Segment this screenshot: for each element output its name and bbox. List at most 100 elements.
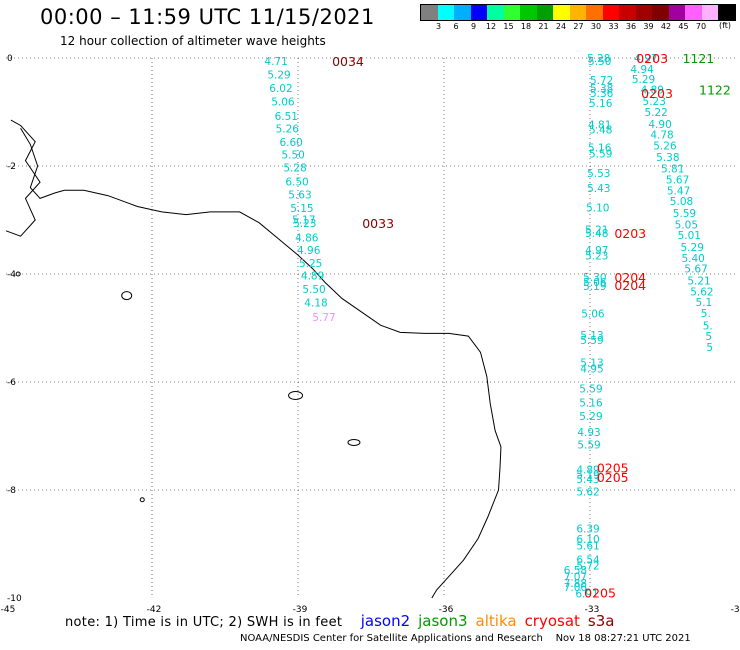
altimeter-tracks: 4.715.296.025.066.515.266.605.505.286.50…	[264, 53, 713, 601]
time-label: 0203	[641, 86, 673, 101]
color-swatch-14	[652, 5, 669, 20]
swh-value: 6.10	[576, 534, 599, 546]
swh-value: 5.72	[590, 75, 613, 87]
color-scale-unit: (ft)	[719, 21, 732, 30]
swh-value: 4.78	[650, 130, 673, 142]
time-label: 0205	[597, 460, 629, 475]
swh-value: 5.05	[675, 219, 698, 231]
swh-value: 4.93	[577, 427, 600, 439]
swh-value: 6.54	[576, 555, 600, 567]
color-scale-label: 9	[470, 22, 477, 31]
swh-value: 5.06	[271, 97, 295, 109]
lon-tick-label: -39	[293, 605, 308, 615]
lat-tick-label: -6	[7, 378, 16, 388]
track-track_0203_0205: 5.285.505.725.385.365.164.815.485.165.59…	[575, 53, 613, 601]
time-label: 0205	[584, 586, 616, 601]
swh-value: 5.62	[690, 286, 713, 298]
swh-value: 5.28	[283, 163, 306, 175]
swh-value: 5.16	[588, 143, 612, 155]
swh-value: 4.81	[588, 119, 611, 131]
color-scale-label: 39	[643, 22, 654, 31]
color-swatch-11	[602, 5, 619, 20]
swh-value: 5.38	[656, 152, 679, 164]
color-scale-label: 45	[678, 22, 689, 31]
legend-jason3: jason3	[418, 612, 468, 630]
swh-value: 5.25	[299, 258, 322, 270]
lat-tick-label: 0	[7, 54, 13, 64]
swh-value: 5.59	[589, 149, 612, 161]
swh-value: 5.28	[587, 53, 610, 65]
color-scale-bar: 3 6 9 12 15 18 21 24 27 30 33 36 39 42 45 70 (ft)	[420, 4, 736, 33]
swh-value: 5.10	[586, 203, 609, 215]
swh-value: 5.67	[666, 175, 689, 187]
color-swatch-6	[520, 5, 537, 20]
color-swatch-13	[635, 5, 652, 20]
swh-value: 5.48	[589, 124, 612, 136]
color-swatch-0	[421, 5, 438, 20]
swh-value: 4.97	[634, 53, 657, 65]
color-scale-labels: 3 6 9 12 15 18 21 24 27 30 33 36 39 42 45 70	[420, 21, 736, 33]
time-label: 0203	[636, 51, 668, 66]
color-scale-label: 12	[485, 22, 497, 31]
swh-value: 4.89	[641, 84, 664, 96]
color-scale-label: 42	[660, 22, 672, 31]
legend-jason2: jason2	[360, 612, 411, 630]
swh-value: 5.01	[678, 230, 701, 242]
swh-value: 4.89	[301, 271, 324, 283]
swh-value: 5.59	[577, 440, 600, 452]
legend-s3a: s3a	[587, 612, 615, 630]
swh-value: 5.19	[576, 469, 599, 481]
coastline	[5, 119, 502, 599]
color-scale-label: 27	[573, 22, 584, 31]
swh-value: 5.81	[661, 164, 684, 176]
swh-value: 5.48	[585, 228, 608, 240]
swh-value: 5.59	[580, 335, 603, 347]
swh-value: 6.91	[575, 589, 598, 601]
reservoir-outline	[347, 438, 361, 446]
swh-value: 7.88	[564, 578, 587, 590]
color-scale-label: 70	[695, 22, 707, 31]
swh-value: 5.47	[667, 185, 690, 197]
coastline-main	[20, 127, 502, 599]
color-swatch-1	[437, 5, 454, 20]
color-swatch-8	[553, 5, 570, 20]
swh-value: 5.	[701, 308, 711, 320]
color-scale-label: 36	[625, 22, 637, 31]
color-scale-swatches	[420, 4, 736, 21]
swh-value: 6.02	[269, 83, 292, 95]
swh-value: 4.97	[585, 245, 608, 257]
swh-value-highlight: 5.77	[312, 312, 335, 324]
time-label: 0204	[614, 270, 646, 285]
swh-value: 6.60	[279, 137, 302, 149]
legend-note: note: 1) Time is in UTC; 2) SWH is in fe…	[65, 615, 343, 630]
swh-value: 5.15	[290, 203, 313, 215]
time-label: 1122	[699, 82, 731, 97]
color-scale-label: 33	[608, 22, 619, 31]
track-track_1121_1122: 4.974.945.294.895.235.224.904.785.265.38…	[630, 53, 713, 354]
swh-value: 4.90	[648, 119, 671, 131]
time-label: 0205	[597, 470, 629, 485]
swh-value: 5.29	[632, 74, 655, 86]
lon-tick-label: -33	[585, 605, 600, 615]
swh-value: 5.23	[585, 251, 608, 263]
color-swatch-17	[701, 5, 718, 20]
swh-value: 6.50	[285, 177, 308, 189]
time-label: 0203	[614, 226, 646, 241]
swh-value: 7.06	[564, 582, 588, 594]
color-scale-label: 3	[435, 22, 442, 31]
footer: NOAA/NESDIS Center for Satellite Applica…	[240, 633, 691, 644]
satellite-legend: jason2 jason3 altika cryosat s3a	[360, 612, 623, 630]
color-swatch-2	[454, 5, 471, 20]
color-swatch-4	[487, 5, 504, 20]
map-grid	[6, 57, 736, 598]
time-label: 0034	[332, 54, 364, 69]
swh-value: 5.29	[267, 70, 290, 82]
swh-value: 5.59	[673, 208, 696, 220]
swh-value: 5.43	[576, 474, 599, 486]
map-subtitle: 12 hour collection of altimeter wave hei…	[60, 34, 326, 48]
swh-value: 5.13	[580, 358, 603, 370]
color-swatch-12	[619, 5, 636, 20]
swh-value: 5.26	[653, 140, 677, 152]
swh-value: 6.58	[564, 565, 587, 577]
swh-value: 5.53	[587, 168, 610, 180]
